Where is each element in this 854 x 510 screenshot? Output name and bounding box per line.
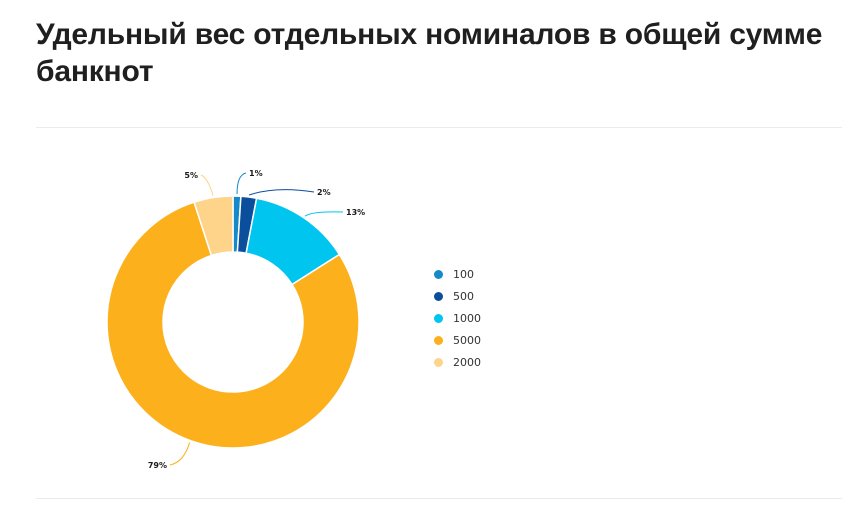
- legend-dot-icon: [434, 335, 443, 345]
- legend-label: 2000: [453, 355, 481, 369]
- legend-label: 1000: [453, 311, 481, 325]
- legend-label: 100: [453, 267, 474, 281]
- top-divider: [36, 127, 842, 128]
- slice-label-2000: 5%: [184, 171, 198, 180]
- legend-dot-icon: [434, 313, 443, 323]
- legend-dot-icon: [434, 291, 443, 301]
- legend-item-2000[interactable]: 2000: [434, 351, 481, 373]
- legend-item-100[interactable]: 100: [434, 263, 481, 285]
- bottom-divider: [36, 498, 842, 499]
- legend-label: 5000: [453, 333, 481, 347]
- leader-line-1000: [304, 211, 344, 217]
- legend-item-500[interactable]: 500: [434, 285, 481, 307]
- legend-dot-icon: [434, 357, 443, 367]
- leader-line-2000: [200, 174, 214, 196]
- chart-title: Удельный вес отдельных номиналов в общей…: [36, 18, 823, 88]
- leader-line-100: [236, 172, 247, 195]
- slice-5000: [106, 201, 360, 449]
- leader-line-500: [248, 189, 315, 196]
- slice-2000: [193, 195, 234, 257]
- slice-label-100: 1%: [249, 169, 263, 178]
- legend-label: 500: [453, 289, 474, 303]
- legend-item-5000[interactable]: 5000: [434, 329, 481, 351]
- leader-line-5000: [169, 442, 191, 466]
- chart-legend: 100 500 1000 5000 2000: [434, 263, 481, 373]
- donut-slices: [106, 195, 360, 449]
- slice-labels: 1% 2% 13% 79% 5%: [148, 169, 365, 470]
- leader-lines: [169, 172, 344, 466]
- slice-label-500: 2%: [317, 188, 331, 197]
- slice-label-5000: 79%: [148, 461, 167, 470]
- slice-label-1000: 13%: [346, 208, 365, 217]
- legend-item-1000[interactable]: 1000: [434, 307, 481, 329]
- legend-dot-icon: [434, 269, 443, 279]
